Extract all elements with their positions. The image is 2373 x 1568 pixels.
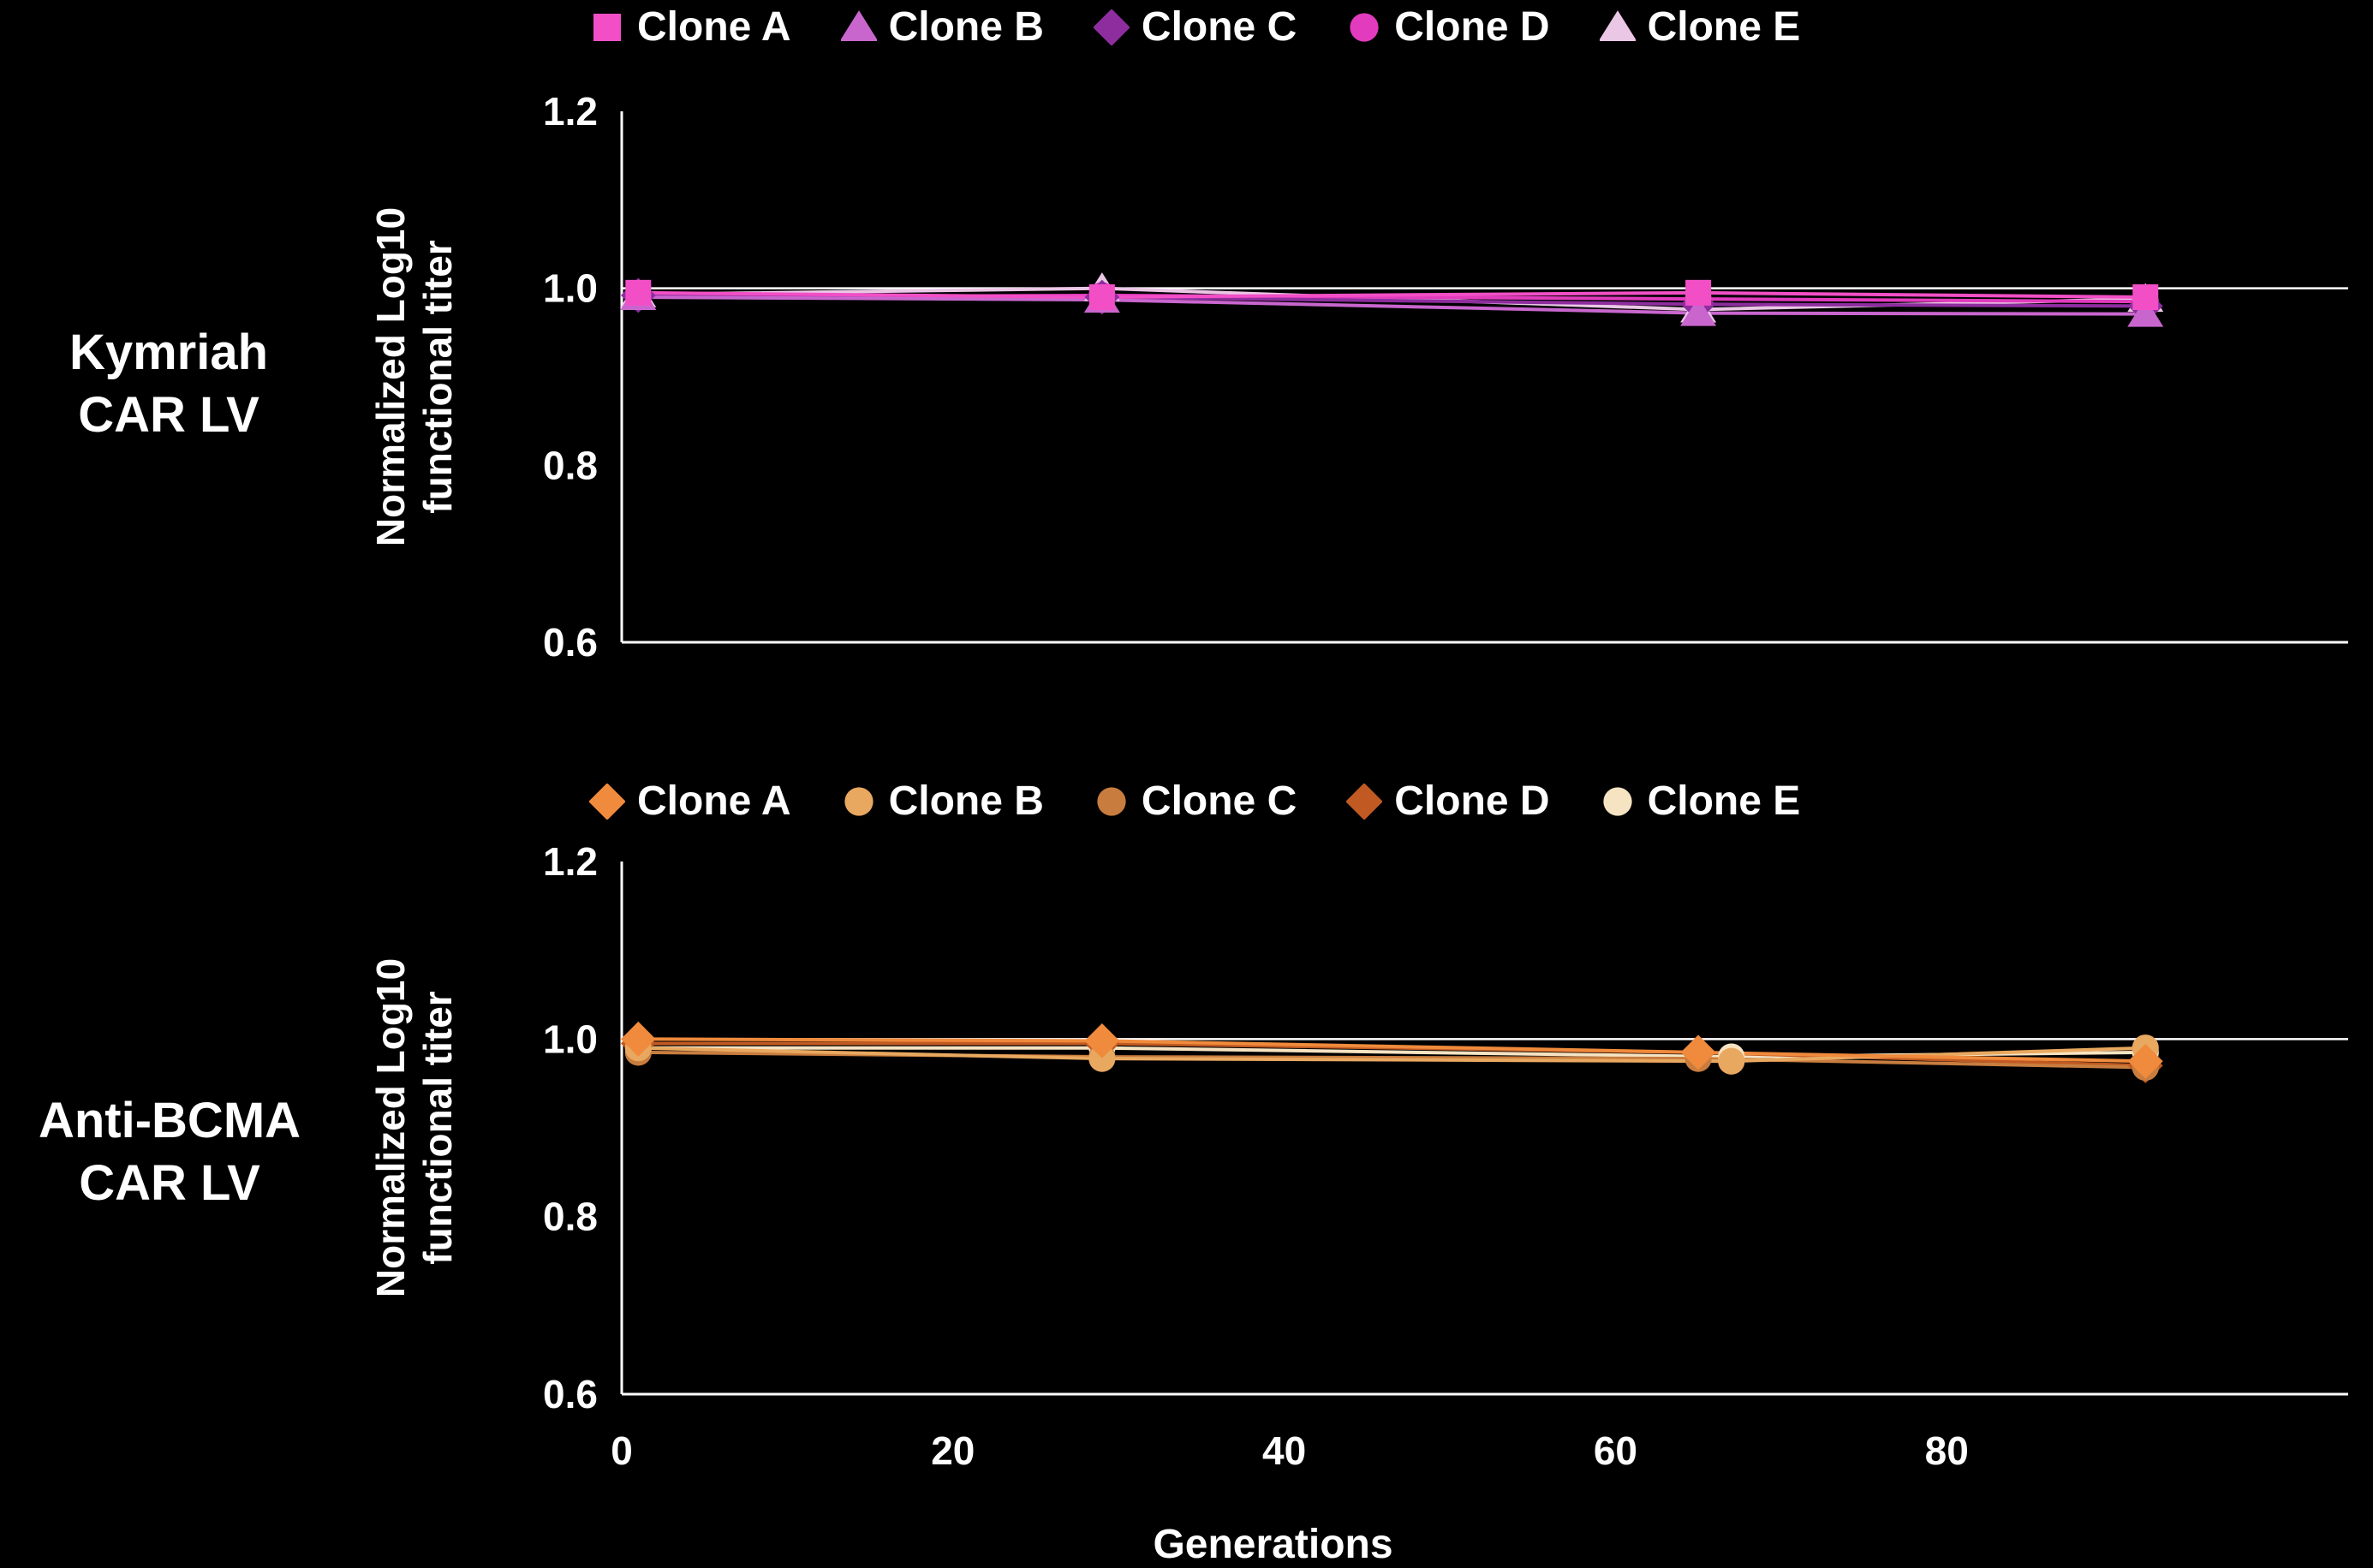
circle-marker-icon [1097,786,1126,816]
legend-label: Clone D [1394,4,1550,50]
series-line-clone-b [638,1046,2146,1064]
circle-icon [844,786,873,816]
y-tick-label: 1.0 [543,266,598,311]
x-tick-label: 80 [1925,1428,1969,1473]
legend-label: Clone E [1647,4,1801,50]
row-label-kymriah: Kymriah CAR LV [69,325,269,443]
y-tick-label: 0.8 [543,1195,598,1239]
legend-label: Clone B [888,778,1044,824]
legend-item-clone-c: Clone C [1094,778,1297,825]
marker-clone-a [2127,1043,2163,1079]
marker-clone-a [625,279,652,306]
legend-label: Clone D [1394,778,1550,824]
legend-item-clone-b: Clone B [840,3,1044,51]
circle-icon [1602,786,1632,816]
legend-label: Clone C [1141,4,1297,50]
legend-label: Clone B [888,4,1044,50]
diamond-marker-icon [1093,9,1130,45]
circle-marker-icon [844,786,873,816]
circle-icon [1097,786,1126,816]
x-tick-label: 20 [931,1428,975,1473]
series-line-clone-a [638,290,2146,300]
diamond-icon [1346,783,1383,820]
x-tick-label: 0 [611,1428,633,1473]
square-icon [593,13,621,41]
marker-clone-a [1680,1034,1716,1070]
row-label-anti-bcma: Anti-BCMA CAR LV [38,1093,301,1211]
triangle-marker-icon [1599,9,1636,41]
legend-item-clone-c: Clone C [1093,3,1297,51]
x-tick-label: 40 [1262,1428,1306,1473]
legend-item-clone-d: Clone D [1346,778,1550,825]
diamond-icon [1093,9,1130,45]
legend-item-clone-a: Clone A [589,778,791,825]
legend-label: Clone C [1141,778,1297,824]
diamond-marker-icon [589,783,625,820]
legend-anti-bcma: Clone A Clone B Clone C Clone D Clone E [589,778,1800,825]
triangle-icon [840,9,877,41]
legend-item-clone-b: Clone B [841,778,1044,825]
legend-item-clone-e: Clone E [1600,778,1801,825]
x-axis-label: Generations [1153,1522,1393,1567]
marker-clone-b [2127,298,2164,327]
circle-marker-icon [1602,786,1632,816]
y-tick-label: 1.2 [543,839,598,884]
y-tick-label: 0.6 [543,1372,598,1416]
legend-item-clone-d: Clone D [1346,3,1550,51]
marker-clone-b [1088,1045,1116,1072]
legend-item-clone-a: Clone A [589,3,791,51]
triangle-marker-icon [840,9,877,41]
y-tick-label: 0.8 [543,443,598,487]
marker-clone-a [1088,284,1115,310]
marker-clone-b [1680,297,1717,326]
x-tick-label: 60 [1594,1428,1637,1473]
marker-clone-a [1084,1023,1120,1058]
square-marker-icon [593,13,621,41]
legend-label: Clone A [637,778,791,824]
legend-label: Clone A [637,4,791,50]
y-tick-label: 0.6 [543,620,598,665]
diamond-icon [589,783,625,820]
y-tick-label: 1.0 [543,1017,598,1061]
diamond-marker-icon [1346,783,1383,820]
series-line-clone-b [638,295,2146,316]
marker-clone-a [620,1021,656,1057]
series-line-clone-a [638,1037,2146,1064]
triangle-icon [1599,9,1636,41]
marker-clone-a [2132,284,2159,310]
circle-icon [1350,12,1379,42]
marker-clone-b [1718,1047,1745,1075]
legend-item-clone-e: Clone E [1599,3,1801,51]
circle-marker-icon [1350,12,1379,42]
legend-kymriah: Clone A Clone B Clone C Clone D Clone E [589,3,1800,51]
y-tick-label: 1.2 [543,89,598,134]
legend-label: Clone E [1647,778,1801,824]
marker-clone-a [1685,279,1712,306]
